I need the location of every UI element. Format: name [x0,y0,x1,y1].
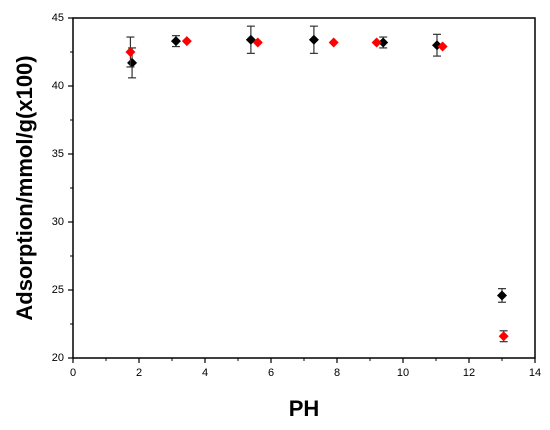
x-tick-label: 6 [268,367,274,379]
y-tick-label: 30 [52,216,64,228]
y-tick-label: 40 [52,80,64,92]
point [125,47,136,57]
y-tick-label: 45 [52,12,64,24]
y-tick-label: 25 [52,284,64,296]
point [252,37,263,48]
point [170,36,181,47]
x-tick-label: 4 [202,367,208,379]
x-axis-title: PH [289,396,320,421]
y-tick-label: 35 [52,148,64,160]
y-tick-label: 20 [52,352,64,364]
x-tick-label: 2 [136,367,142,379]
x-tick-label: 12 [463,367,475,379]
point [378,37,389,48]
point [371,37,382,48]
point [328,37,339,48]
point [498,331,509,342]
x-tick-label: 14 [529,367,541,379]
plot-frame [72,17,536,359]
point [497,290,507,301]
x-tick-label: 10 [397,367,409,379]
point [437,41,448,52]
point [181,36,192,47]
point [308,34,319,45]
x-tick-label: 0 [70,367,76,379]
x-tick-label: 8 [334,367,340,379]
point [127,57,138,68]
y-axis-title: Adsorption/mmol/g(x100) [12,55,37,320]
